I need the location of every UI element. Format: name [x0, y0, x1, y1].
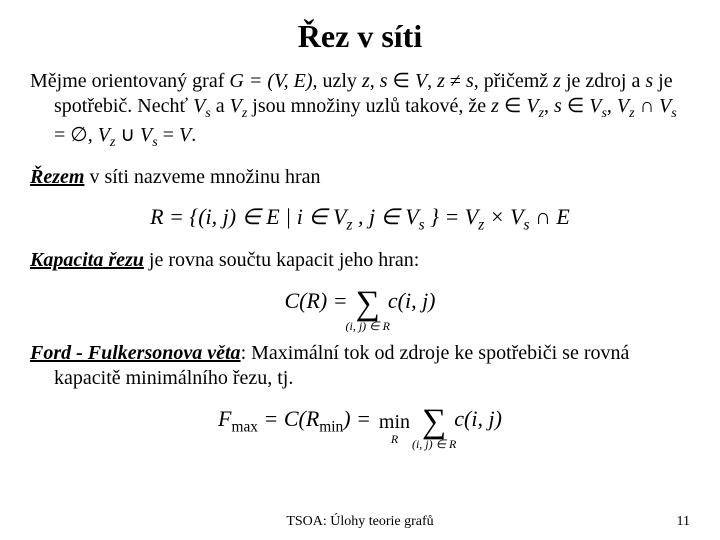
p1-z2: z — [437, 70, 445, 92]
p1-line3: takové, že — [405, 95, 491, 117]
p1-V2: V — [179, 124, 191, 146]
p1-Vz3: V — [617, 95, 629, 117]
p1-Vz4: V — [98, 124, 110, 146]
p1-eqempty: = ∅ — [54, 124, 88, 146]
p1-line2d: jsou množiny uzlů — [247, 95, 400, 117]
f1-capE: ∩ E — [530, 204, 570, 229]
f3-eq: = C(R — [258, 406, 319, 431]
p1-el2: ∈ — [499, 95, 526, 117]
f2-rhs: c(i, j) — [388, 288, 436, 314]
p1-mid1: , uzly — [313, 70, 362, 92]
p1-eqV: = — [158, 124, 179, 146]
slide: Řez v síti Mějme orientovaný graf G = (V… — [0, 0, 720, 540]
min-operator: min R — [379, 411, 410, 434]
term-ff: Ford - Fulkersonova věta — [30, 342, 241, 364]
p1-cup: ∪ — [115, 124, 140, 146]
f1-x: × V — [484, 204, 523, 229]
sigma-1: ∑ — [356, 285, 380, 322]
f3-min: min — [319, 418, 343, 435]
p1-ne: ≠ — [445, 70, 466, 92]
p1-mid2: , přičemž — [474, 70, 553, 92]
f2-lhs: C(R) = — [284, 288, 347, 314]
f3-rhs: c(i, j) — [454, 406, 502, 432]
p1-c3: , — [544, 95, 554, 117]
p1-z4: z — [491, 95, 499, 117]
p1-Vs2: V — [589, 95, 601, 117]
p1-c5: , — [88, 124, 98, 146]
p1-line2: je zdroj a — [566, 70, 645, 92]
p3-rest: je rovna součtu kapacit jeho hran: — [144, 249, 419, 271]
footer: TSOA: Úlohy teorie grafů 11 — [0, 514, 720, 530]
f2-sumsub: (i, j) ∈ R — [346, 319, 390, 334]
slide-title: Řez v síti — [30, 18, 690, 55]
p1-s1: s — [380, 70, 388, 92]
f1-a: R = {(i, j) ∈ E | i ∈ V — [150, 204, 346, 229]
term-capacity: Kapacita řezu — [30, 249, 144, 271]
paragraph-ford-fulkerson: Ford - Fulkersonova věta: Maximální tok … — [30, 341, 690, 391]
paragraph-capacity: Kapacita řezu je rovna součtu kapacit je… — [30, 248, 690, 273]
sum-symbol-1: ∑ (i, j) ∈ R — [356, 287, 380, 321]
p1-line2c: a — [211, 95, 230, 117]
formula-ff: Fmax = C(Rmin) = min R ∑ (i, j) ∈ R c(i,… — [30, 405, 690, 439]
p1-cap: ∩ — [635, 95, 659, 117]
f3-sumsub: (i, j) ∈ R — [412, 437, 456, 452]
term-cut: Řezem — [30, 166, 84, 188]
paragraph-definition: Mějme orientovaný graf G = (V, E), uzly … — [30, 69, 690, 151]
p1-z3: z — [553, 70, 561, 92]
p1-Vs1: V — [193, 95, 205, 117]
footer-center: TSOA: Úlohy teorie grafů — [0, 514, 720, 530]
f3-max: max — [232, 418, 259, 435]
f3-minlow: R — [391, 432, 398, 447]
p1-el1: ∈ — [388, 70, 415, 92]
p1-dot: . — [191, 124, 196, 146]
p1-c4: , — [607, 95, 617, 117]
p1-c1: , — [370, 70, 380, 92]
p1-s4: s — [554, 95, 562, 117]
f1-close: } = V — [425, 204, 479, 229]
p1-V1: V — [415, 70, 427, 92]
p1-c2: , — [427, 70, 437, 92]
sum-symbol-2: ∑ (i, j) ∈ R — [422, 405, 446, 439]
f1-mid: , j ∈ V — [352, 204, 418, 229]
f3-close: ) = — [343, 406, 371, 431]
p1-graph: G = (V, E) — [229, 70, 312, 92]
p1-s2: s — [466, 70, 474, 92]
formula-cut-set: R = {(i, j) ∈ E | i ∈ Vz , j ∈ Vs } = Vz… — [30, 204, 690, 234]
sigma-2: ∑ — [422, 403, 446, 440]
p1-Vz2: V — [526, 95, 538, 117]
p1-lead: Mějme orientovaný graf — [30, 70, 229, 92]
paragraph-cut-def: Řezem v síti nazveme množinu hran — [30, 165, 690, 190]
page-number: 11 — [677, 514, 690, 530]
p1-sub-s3: s — [671, 106, 676, 121]
p1-s3: s — [645, 70, 653, 92]
f3-F: F — [218, 406, 231, 431]
p1-Vs3: V — [659, 95, 671, 117]
formula-capacity: C(R) = ∑ (i, j) ∈ R c(i, j) — [30, 287, 690, 321]
p1-Vz1: V — [230, 95, 242, 117]
p1-z1: z — [362, 70, 370, 92]
f3-minop: min — [379, 411, 410, 433]
p2-rest: v síti nazveme množinu hran — [84, 166, 320, 188]
p1-Vs4: V — [140, 124, 152, 146]
p1-el3: ∈ — [562, 95, 589, 117]
